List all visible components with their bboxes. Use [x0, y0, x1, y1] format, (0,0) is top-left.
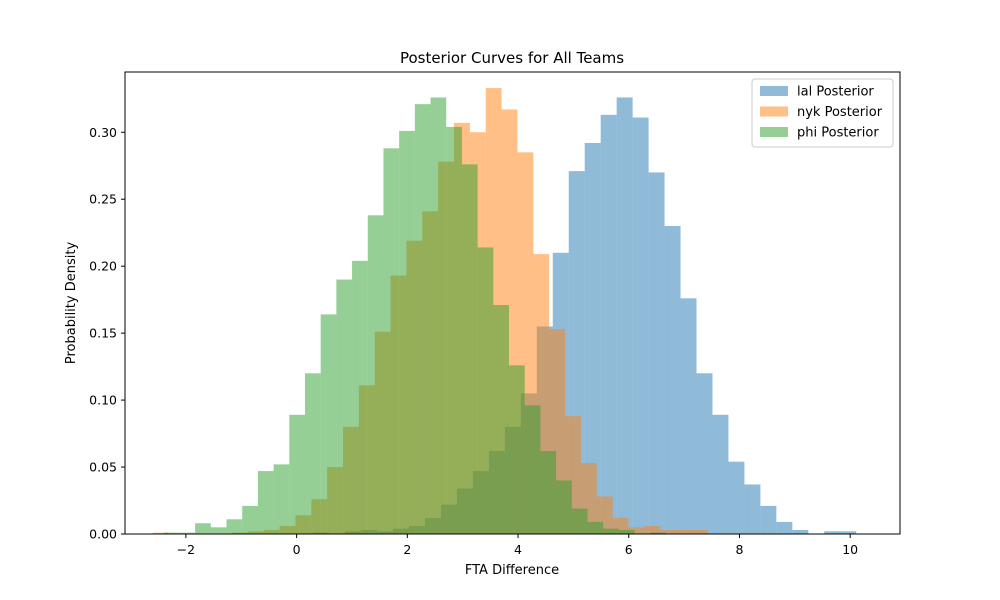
- chart-title-text: Posterior Curves for All Teams: [400, 49, 624, 67]
- histogram-bar: [257, 471, 274, 534]
- legend: lal Posterior nyk Posterior phi Posterior: [751, 78, 894, 148]
- histogram-bar: [840, 531, 857, 534]
- histogram-bar: [776, 521, 793, 534]
- legend-swatch: [760, 86, 788, 96]
- x-tick-label: −2: [177, 542, 195, 557]
- y-axis: 0.00 0.05 0.10 0.15 0.20 0.25 0.30: [89, 125, 125, 542]
- x-tick-label: 0: [293, 542, 301, 557]
- histogram-bar: [680, 298, 697, 534]
- x-tick-label: 2: [403, 542, 411, 557]
- x-tick-label: 6: [625, 542, 633, 557]
- histogram-bar: [367, 215, 384, 534]
- x-tick-label: 8: [735, 542, 743, 557]
- histogram-bar: [509, 365, 525, 534]
- legend-label: nyk Posterior: [797, 105, 883, 120]
- x-tick-label: 4: [514, 542, 522, 557]
- chart-title: Posterior Curves for All Teams: [400, 49, 624, 67]
- histogram-bar: [289, 414, 305, 534]
- histogram-bar: [383, 148, 400, 534]
- legend-label: lal Posterior: [797, 85, 874, 100]
- series-2: [163, 97, 666, 534]
- histogram-bar: [195, 523, 211, 534]
- histogram-bar: [660, 529, 677, 534]
- x-axis: −2 0 2 4 6 8 10: [177, 534, 858, 557]
- histogram-bar: [320, 314, 337, 534]
- histogram-bar: [540, 450, 557, 534]
- histogram-bar: [587, 521, 604, 534]
- histogram-bar: [446, 126, 462, 534]
- histogram-bar: [179, 532, 196, 534]
- x-axis-label: FTA Difference: [465, 563, 559, 578]
- histogram-bar: [616, 97, 633, 534]
- histogram-bar: [584, 142, 601, 534]
- histogram-bar: [152, 532, 169, 534]
- histogram-bar: [210, 527, 227, 534]
- histogram-bar: [744, 484, 761, 534]
- x-tick-label: 10: [842, 542, 858, 557]
- legend-swatch: [760, 127, 788, 137]
- histogram-bar: [792, 529, 809, 534]
- histogram-bar: [163, 532, 180, 534]
- histogram-bar: [644, 525, 661, 534]
- histogram-bar: [336, 279, 353, 534]
- histogram-bar: [414, 104, 431, 534]
- histogram-bar: [632, 117, 649, 535]
- histogram-bar: [824, 531, 841, 534]
- y-tick-label: 0.20: [89, 259, 117, 274]
- histogram-bar: [712, 414, 729, 534]
- y-tick-label: 0.25: [89, 192, 117, 207]
- histogram-bar: [664, 226, 681, 534]
- y-tick-label: 0.30: [89, 125, 117, 140]
- histogram-bar: [600, 114, 617, 534]
- legend-swatch: [760, 106, 788, 117]
- histogram-bar: [728, 461, 745, 534]
- histogram-bar: [399, 130, 415, 534]
- histogram-bar: [603, 528, 619, 534]
- histogram-bar: [242, 505, 258, 534]
- histogram-bar: [691, 529, 708, 534]
- histogram-bar: [273, 464, 290, 534]
- y-axis-label: Probability Density: [64, 242, 79, 365]
- histogram-bar: [556, 480, 572, 534]
- histogram-bar: [304, 373, 321, 534]
- histogram-bar: [226, 519, 243, 534]
- histogram-bar: [430, 97, 447, 534]
- legend-label: phi Posterior: [797, 126, 879, 141]
- histogram-bar: [461, 164, 478, 534]
- y-tick-label: 0.15: [89, 326, 117, 341]
- histogram-bar: [352, 260, 368, 534]
- histogram-bar: [696, 373, 713, 534]
- histogram-bar: [477, 247, 494, 534]
- histogram-bar: [628, 527, 645, 534]
- bars-layer: [152, 88, 857, 535]
- y-tick-label: 0.00: [89, 527, 117, 542]
- y-tick-label: 0.10: [89, 393, 117, 408]
- histogram-bar: [571, 508, 588, 534]
- plot-frame: [124, 71, 901, 535]
- histogram-bar: [493, 305, 510, 534]
- histogram-bar: [618, 529, 635, 534]
- histogram-bar: [676, 529, 692, 534]
- y-tick-label: 0.05: [89, 460, 117, 475]
- histogram-bar: [650, 532, 666, 534]
- histogram-bar: [648, 172, 665, 534]
- histogram-bar: [524, 405, 541, 534]
- histogram-bar: [760, 505, 777, 534]
